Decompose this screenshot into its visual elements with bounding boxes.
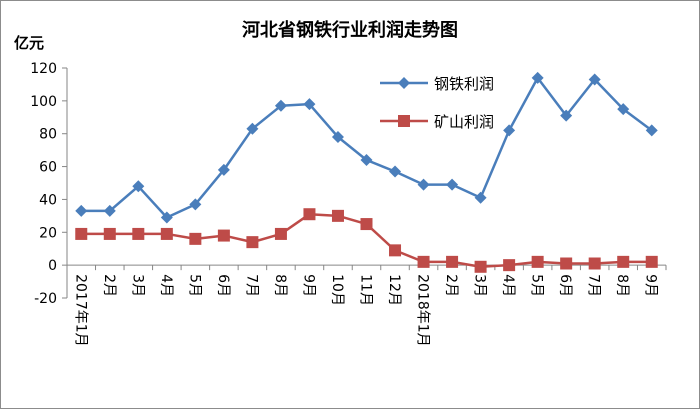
x-tick-label: 8月 [614, 274, 630, 297]
data-point [503, 124, 516, 137]
y-tick-label: 80 [39, 127, 57, 143]
y-tick-label: 40 [39, 192, 57, 208]
data-point [588, 257, 601, 270]
legend-item-0: 钢铁利润 [380, 75, 494, 93]
data-point [103, 227, 116, 240]
series-line [81, 76, 653, 219]
data-point [189, 232, 202, 245]
data-point [360, 154, 373, 166]
y-tick-label: 120 [30, 61, 57, 77]
legend-marker [398, 115, 410, 127]
data-point [303, 208, 316, 221]
x-tick-label: 6月 [557, 274, 573, 297]
data-point [645, 255, 658, 268]
data-point [217, 163, 230, 176]
x-tick-label: 2017年1月 [72, 274, 88, 347]
data-point [75, 227, 88, 240]
x-tick-label: 2018年1月 [415, 274, 431, 347]
data-point [217, 229, 230, 242]
chart-title: 河北省钢铁行业利润走势图 [242, 19, 458, 41]
x-tick-label: 5月 [529, 274, 545, 297]
x-axis-ticks: 2017年1月 2月 3月 4月 5月 6月 7月 8月 9月 10月 11月 12月 2018年1月 2… [66, 265, 667, 347]
data-point [160, 211, 173, 224]
y-axis-ticks: -20 0 20 40 60 80 100 120 [30, 61, 67, 307]
data-point [331, 131, 344, 143]
x-tick-label: 7月 [586, 274, 602, 297]
data-point [389, 244, 402, 257]
data-point [531, 71, 544, 84]
data-point [588, 73, 601, 86]
data-point [645, 124, 658, 137]
x-tick-label: 7月 [243, 274, 259, 297]
data-point [446, 255, 459, 268]
data-point [617, 103, 630, 116]
legend-label: 钢铁利润 [434, 75, 494, 93]
series-0 [75, 71, 658, 224]
x-tick-label: 11月 [358, 274, 374, 306]
x-tick-label: 3月 [129, 274, 145, 297]
data-point [474, 260, 487, 273]
x-tick-label: 2月 [101, 274, 117, 297]
x-tick-label: 6月 [215, 274, 231, 297]
y-axis-unit: 亿元 [14, 34, 44, 52]
x-tick-label: 9月 [643, 274, 659, 297]
data-point [360, 218, 373, 231]
data-point [417, 255, 430, 268]
series-layer [75, 71, 658, 273]
legend-marker [398, 77, 410, 89]
x-tick-label: 2月 [443, 274, 459, 297]
y-tick-label: 0 [48, 258, 57, 274]
x-tick-label: 4月 [158, 274, 174, 297]
data-point [617, 255, 630, 268]
data-point [474, 191, 487, 204]
series-1 [75, 208, 658, 273]
data-point [303, 98, 316, 111]
data-point [75, 204, 88, 217]
data-point [560, 257, 573, 270]
data-point [246, 236, 259, 249]
y-tick-label: 100 [30, 94, 57, 110]
data-point [274, 99, 287, 112]
data-point [132, 180, 145, 193]
x-tick-label: 4月 [500, 274, 516, 297]
data-point [446, 178, 459, 191]
data-point [560, 109, 573, 122]
data-point [531, 255, 544, 268]
x-tick-label: 10月 [329, 274, 345, 306]
x-tick-label: 5月 [186, 274, 202, 297]
x-tick-label: 12月 [386, 274, 402, 306]
y-tick-label: 60 [39, 160, 57, 176]
data-point [389, 165, 402, 178]
legend-label: 矿山利润 [434, 113, 494, 131]
data-point [189, 198, 202, 211]
x-tick-label: 8月 [272, 274, 288, 297]
legend-item-1: 矿山利润 [380, 113, 494, 131]
data-point [274, 227, 287, 240]
x-tick-label: 9月 [300, 274, 316, 297]
data-point [417, 178, 430, 191]
x-tick-label: 3月 [472, 274, 488, 297]
data-point [503, 259, 516, 272]
data-point [132, 227, 145, 240]
data-point [103, 204, 116, 217]
data-point [331, 209, 344, 222]
y-tick-label: -20 [34, 291, 57, 307]
data-point [246, 122, 259, 135]
data-point [160, 227, 173, 240]
y-tick-label: 20 [39, 225, 57, 241]
